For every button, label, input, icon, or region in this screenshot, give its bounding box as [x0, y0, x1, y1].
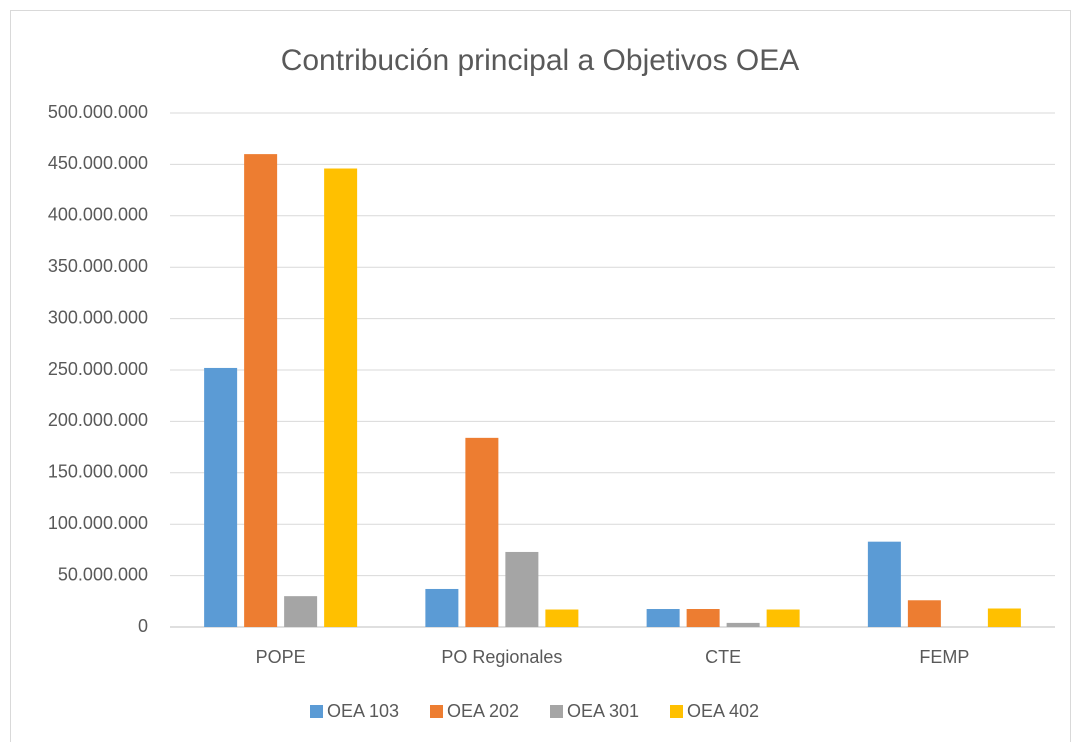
- legend-swatch: [550, 705, 563, 718]
- bar: [284, 596, 318, 627]
- legend-label: OEA 301: [567, 701, 639, 721]
- bar: [465, 437, 499, 627]
- y-tick-label: 350.000.000: [48, 256, 148, 276]
- y-tick-label: 150.000.000: [48, 462, 148, 482]
- bar: [324, 168, 358, 627]
- bar: [686, 609, 720, 627]
- bar: [987, 608, 1021, 627]
- y-tick-label: 200.000.000: [48, 410, 148, 430]
- x-tick-label: POPE: [256, 647, 306, 667]
- bar: [505, 551, 539, 627]
- y-tick-label: 300.000.000: [48, 307, 148, 327]
- bar: [867, 541, 901, 627]
- y-tick-label: 400.000.000: [48, 205, 148, 225]
- y-tick-label: 0: [138, 616, 148, 636]
- bar: [907, 600, 941, 627]
- y-tick-label: 500.000.000: [48, 102, 148, 122]
- bar: [204, 367, 238, 627]
- bar: [244, 154, 278, 627]
- chart-title: Contribución principal a Objetivos OEA: [281, 44, 800, 77]
- bar: [646, 609, 680, 627]
- legend-label: OEA 202: [447, 701, 519, 721]
- y-tick-label: 50.000.000: [58, 564, 148, 584]
- chart-frame: [10, 10, 1071, 742]
- x-tick-label: FEMP: [919, 647, 969, 667]
- legend-swatch: [430, 705, 443, 718]
- legend-label: OEA 402: [687, 701, 759, 721]
- x-tick-label: CTE: [705, 647, 741, 667]
- x-tick-label: PO Regionales: [441, 647, 562, 667]
- y-tick-label: 250.000.000: [48, 359, 148, 379]
- bar: [545, 609, 579, 627]
- legend-swatch: [310, 705, 323, 718]
- legend-swatch: [670, 705, 683, 718]
- bar: [425, 588, 459, 627]
- bar: [766, 609, 800, 627]
- bar: [726, 622, 760, 627]
- legend-label: OEA 103: [327, 701, 399, 721]
- y-tick-label: 100.000.000: [48, 513, 148, 533]
- y-tick-label: 450.000.000: [48, 153, 148, 173]
